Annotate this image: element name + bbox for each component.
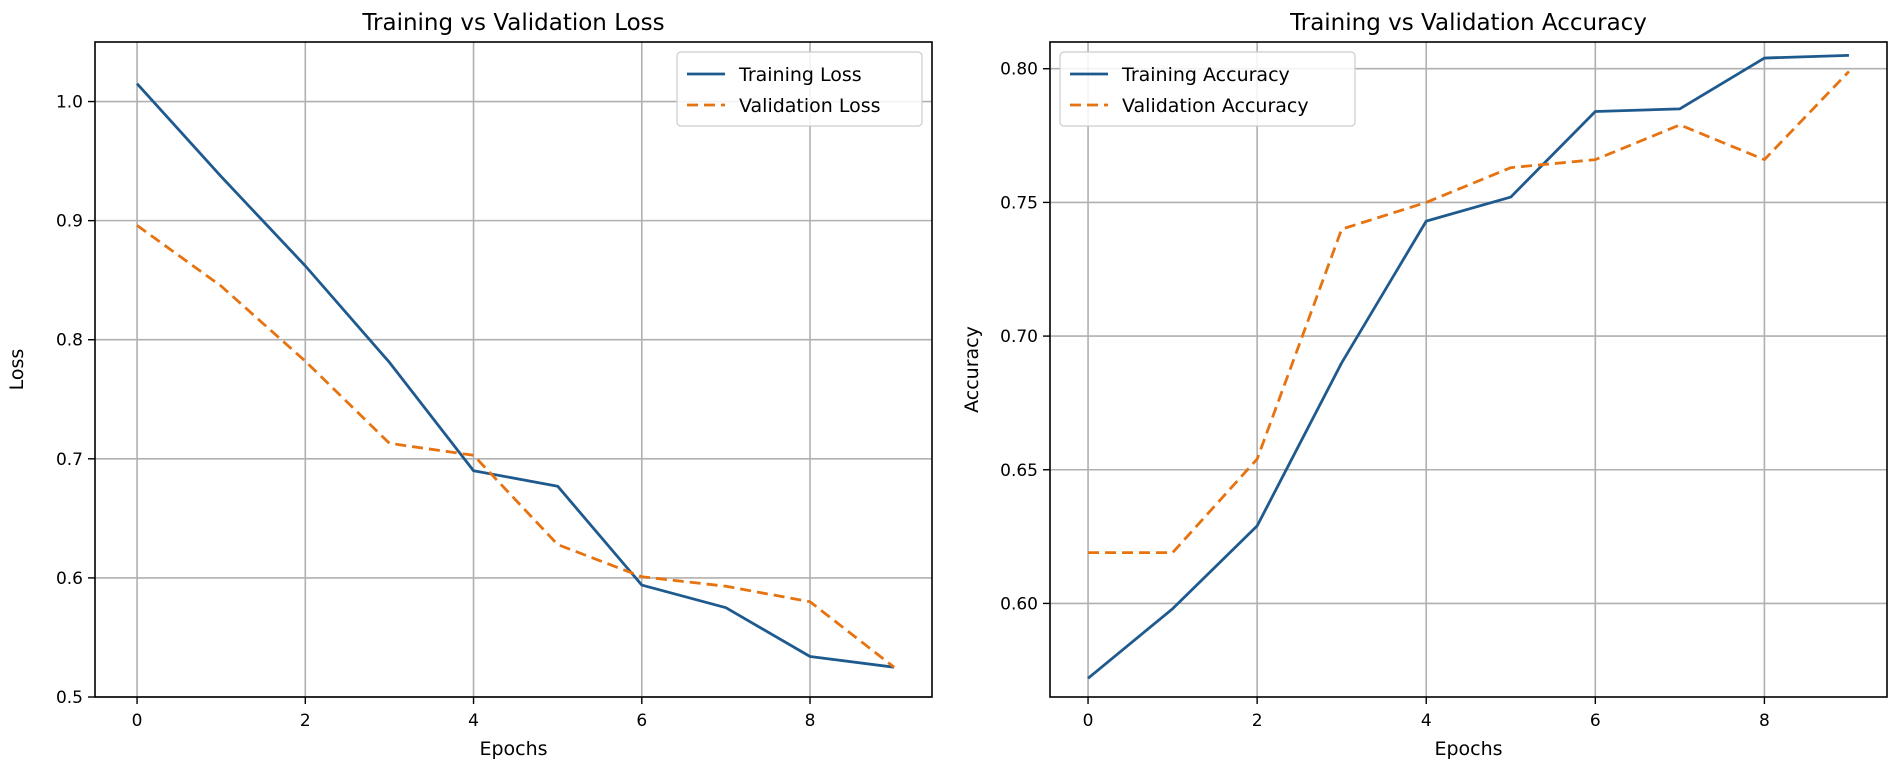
series-line-validation-loss [136, 224, 896, 669]
y-tick-label: 0.5 [56, 688, 83, 708]
x-axis-label: Epochs [1434, 738, 1502, 760]
y-tick-label: 0.80 [1000, 60, 1038, 80]
x-tick-label: 0 [132, 711, 143, 731]
legend: Training Loss Validation Loss [676, 51, 923, 127]
y-tick-label: 0.9 [56, 212, 83, 232]
chart-panel-1: 0 2 4 6 8 0.5 0.6 0.7 0.8 0.9 1.0 Training vs Valid… [6, 10, 933, 760]
chart-title: Training vs Validation Loss [361, 10, 664, 36]
x-tick-label: 2 [300, 711, 311, 731]
x-tick-label: 4 [468, 711, 479, 731]
plot-frame [1049, 41, 1888, 698]
legend-box [676, 51, 923, 127]
x-tick-label: 4 [1421, 711, 1432, 731]
x-tick-label: 0 [1083, 711, 1094, 731]
x-tick-label: 6 [1590, 711, 1601, 731]
x-tick-label: 8 [805, 711, 816, 731]
y-axis-label: Accuracy [961, 326, 983, 413]
legend-box [1059, 51, 1356, 127]
x-tick-label: 6 [636, 711, 647, 731]
y-tick-label: 0.75 [1000, 193, 1038, 213]
legend-label: Validation Loss [739, 95, 881, 117]
series-line-training-accuracy [1087, 53, 1849, 680]
y-tick-label: 0.7 [56, 450, 83, 470]
y-tick-label: 0.60 [1000, 594, 1038, 614]
legend-label: Training Loss [738, 64, 862, 86]
chart-title: Training vs Validation Accuracy [1289, 10, 1647, 36]
legend-label: Validation Accuracy [1122, 95, 1309, 117]
series-line-validation-accuracy [1088, 70, 1850, 555]
y-tick-label: 1.0 [56, 93, 83, 113]
y-axis-label: Loss [6, 349, 28, 391]
legend: Training Accuracy Validation Accuracy [1059, 51, 1356, 127]
y-tick-label: 0.6 [56, 569, 83, 589]
legend-label: Training Accuracy [1121, 64, 1290, 86]
chart-panel-2: 0 2 4 6 8 0.60 0.65 0.70 0.75 0.80 Training vs Val… [961, 10, 1888, 760]
plot-frame [94, 41, 933, 698]
x-axis-label: Epochs [479, 738, 547, 760]
y-tick-label: 0.8 [56, 331, 83, 351]
y-tick-label: 0.70 [1000, 327, 1038, 347]
y-tick-label: 0.65 [1000, 461, 1038, 481]
series-line-training-loss [136, 82, 895, 669]
x-tick-label: 8 [1759, 711, 1770, 731]
x-tick-label: 2 [1252, 711, 1263, 731]
